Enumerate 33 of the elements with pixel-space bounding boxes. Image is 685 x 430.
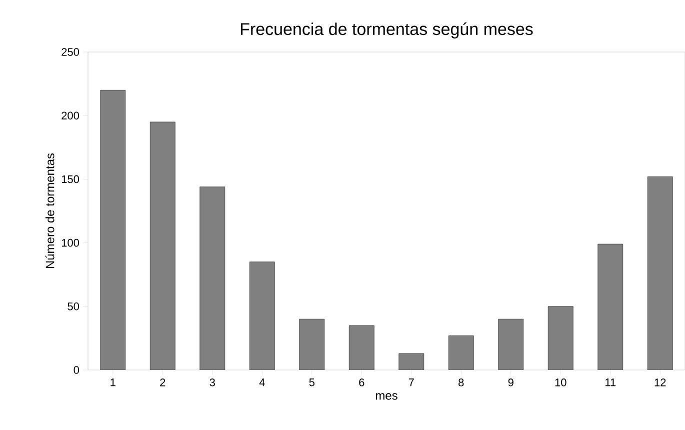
x-tick-label: 8 (458, 378, 464, 386)
bar (200, 186, 226, 370)
bar (448, 335, 474, 370)
chart-title: Frecuencia de tormentas según meses (240, 22, 533, 38)
x-tick-label: 7 (408, 378, 414, 386)
y-tick-label: 200 (62, 112, 80, 120)
y-tick-label: 150 (62, 175, 80, 184)
x-tick-label: 2 (160, 378, 166, 386)
y-tick-label: 100 (62, 238, 80, 247)
bar (100, 90, 126, 370)
y-tick-label: 50 (68, 302, 80, 310)
bar (647, 176, 673, 370)
bar (498, 318, 524, 370)
x-tick-label: 6 (359, 378, 364, 386)
bar (299, 318, 325, 370)
y-axis-title: Número de tormentas (45, 153, 54, 268)
bar (548, 306, 574, 370)
x-tick-label: 1 (110, 378, 116, 386)
y-tick-label: 250 (62, 48, 80, 56)
x-tick-label: 3 (210, 378, 215, 386)
bar (249, 262, 275, 370)
x-tick-label: 5 (309, 378, 314, 386)
x-tick-label: 10 (555, 378, 566, 386)
x-tick-label: 11 (605, 378, 616, 386)
bar (398, 353, 424, 370)
x-tick-label: 4 (259, 378, 265, 386)
x-axis-title: mes (376, 393, 398, 400)
bar (598, 244, 624, 370)
x-tick-label: 9 (508, 378, 514, 386)
bar (150, 122, 176, 370)
x-tick-label: 12 (654, 378, 666, 386)
y-tick-label: 0 (74, 366, 80, 374)
bar (348, 325, 374, 370)
